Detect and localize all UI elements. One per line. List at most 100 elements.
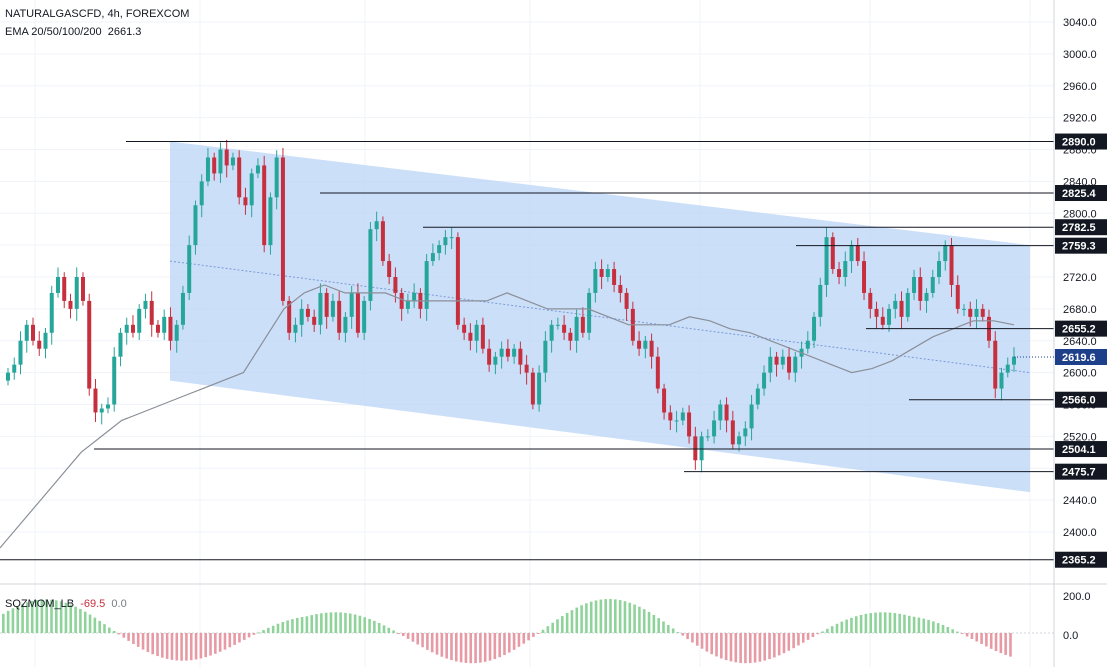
candle-bull xyxy=(293,324,298,333)
level-badge xyxy=(1055,391,1107,408)
candle-bear xyxy=(149,300,154,325)
osc-bar-positive xyxy=(883,612,887,633)
osc-bar-negative xyxy=(430,633,434,653)
candle-bear xyxy=(224,149,229,166)
osc-bar-positive xyxy=(339,612,342,633)
osc-bar-negative xyxy=(522,633,526,644)
level-badge-label: 2825.4 xyxy=(1062,188,1097,200)
osc-bar-positive xyxy=(556,619,559,633)
osc-bar-negative xyxy=(787,633,791,651)
osc-bar-positive xyxy=(888,612,892,633)
osc-bar-negative xyxy=(980,633,983,645)
candle-bull xyxy=(930,277,935,293)
osc-bar-positive xyxy=(604,599,607,633)
osc-bar-positive xyxy=(657,618,660,633)
osc-bar-positive xyxy=(864,613,868,633)
osc-bar-negative xyxy=(695,633,699,646)
osc-bar-negative xyxy=(464,633,468,663)
candle-bear xyxy=(955,284,960,309)
osc-bar-positive xyxy=(286,620,289,633)
level-badge xyxy=(1055,185,1107,202)
candle-bull xyxy=(474,324,479,341)
candle-bull xyxy=(762,372,767,389)
osc-bar-negative xyxy=(758,633,762,662)
candle-bear xyxy=(237,157,242,198)
osc-bar-positive xyxy=(854,616,858,633)
osc-bar-positive xyxy=(262,630,265,633)
candle-bear xyxy=(855,245,860,262)
osc-bar-negative xyxy=(189,633,193,661)
candle-bull xyxy=(768,356,773,373)
candle-bull xyxy=(43,332,48,349)
candle-bear xyxy=(687,412,692,437)
osc-bar-positive xyxy=(667,624,670,633)
osc-bar-positive xyxy=(850,617,853,633)
candle-bull xyxy=(962,308,967,310)
candle-bear xyxy=(668,412,673,421)
candle-bull xyxy=(537,372,542,405)
osc-tick-label: 200.0 xyxy=(1063,591,1091,603)
osc-bar-negative xyxy=(214,633,217,654)
candle-bull xyxy=(143,300,148,309)
osc-bar-positive xyxy=(561,616,564,633)
candle-bear xyxy=(387,261,392,277)
osc-bar-negative xyxy=(233,633,236,645)
osc-bar-positive xyxy=(108,627,111,633)
osc-bar-negative xyxy=(806,633,810,640)
candle-bear xyxy=(624,292,629,309)
osc-bar-positive xyxy=(662,621,665,633)
candle-bull xyxy=(512,348,517,357)
osc-bar-negative xyxy=(445,633,448,659)
candle-bear xyxy=(774,356,779,365)
candle-bull xyxy=(712,420,717,437)
candle-bear xyxy=(480,324,485,349)
osc-bar-positive xyxy=(936,623,940,633)
candle-bear xyxy=(874,308,879,317)
candle-bear xyxy=(155,324,160,333)
candle-bull xyxy=(55,277,60,293)
osc-bar-positive xyxy=(382,625,386,633)
osc-bar-negative xyxy=(739,633,742,663)
osc-bar-positive xyxy=(941,625,945,633)
candle-bull xyxy=(543,340,548,373)
osc-bar-negative xyxy=(459,633,463,663)
osc-bar-negative xyxy=(503,633,506,656)
candle-bear xyxy=(462,324,467,333)
osc-bar-positive xyxy=(6,610,10,633)
osc-bar-positive xyxy=(642,609,646,633)
osc-bar-negative xyxy=(999,633,1003,654)
candle-bull xyxy=(180,292,185,325)
osc-bar-positive xyxy=(74,606,77,633)
osc-bar-positive xyxy=(830,626,834,633)
osc-bar-negative xyxy=(681,633,685,636)
osc-bar-negative xyxy=(218,633,222,652)
osc-bar-negative xyxy=(811,633,815,638)
osc-bar-negative xyxy=(777,633,781,656)
osc-bar-positive xyxy=(859,614,863,633)
osc-bar-negative xyxy=(141,633,145,650)
osc-bar-negative xyxy=(1004,633,1007,655)
candle-bull xyxy=(493,356,498,365)
candle-bear xyxy=(730,420,735,445)
candle-bull xyxy=(374,221,379,230)
osc-bar-positive xyxy=(310,615,314,633)
osc-bar-negative xyxy=(411,633,415,642)
osc-bar-positive xyxy=(59,601,63,633)
oscillator-value: -69.5 xyxy=(80,598,106,610)
candle-bear xyxy=(130,324,135,333)
candle-bear xyxy=(399,292,404,309)
osc-bar-positive xyxy=(387,627,391,633)
y-tick-label: 2960.0 xyxy=(1063,81,1097,93)
level-badge-label: 2890.0 xyxy=(1062,137,1096,149)
candle-bear xyxy=(655,356,660,389)
osc-bar-positive xyxy=(638,606,641,633)
candle-bull xyxy=(18,340,23,365)
osc-bar-positive xyxy=(912,616,916,633)
candle-bear xyxy=(599,269,604,277)
osc-bar-positive xyxy=(869,613,873,633)
osc-bar-negative xyxy=(397,633,400,634)
oscillator-name: SQZMOM_LB xyxy=(5,598,75,610)
candle-bear xyxy=(862,261,867,293)
candle-bear xyxy=(618,284,623,293)
channel-midline xyxy=(169,260,1031,374)
